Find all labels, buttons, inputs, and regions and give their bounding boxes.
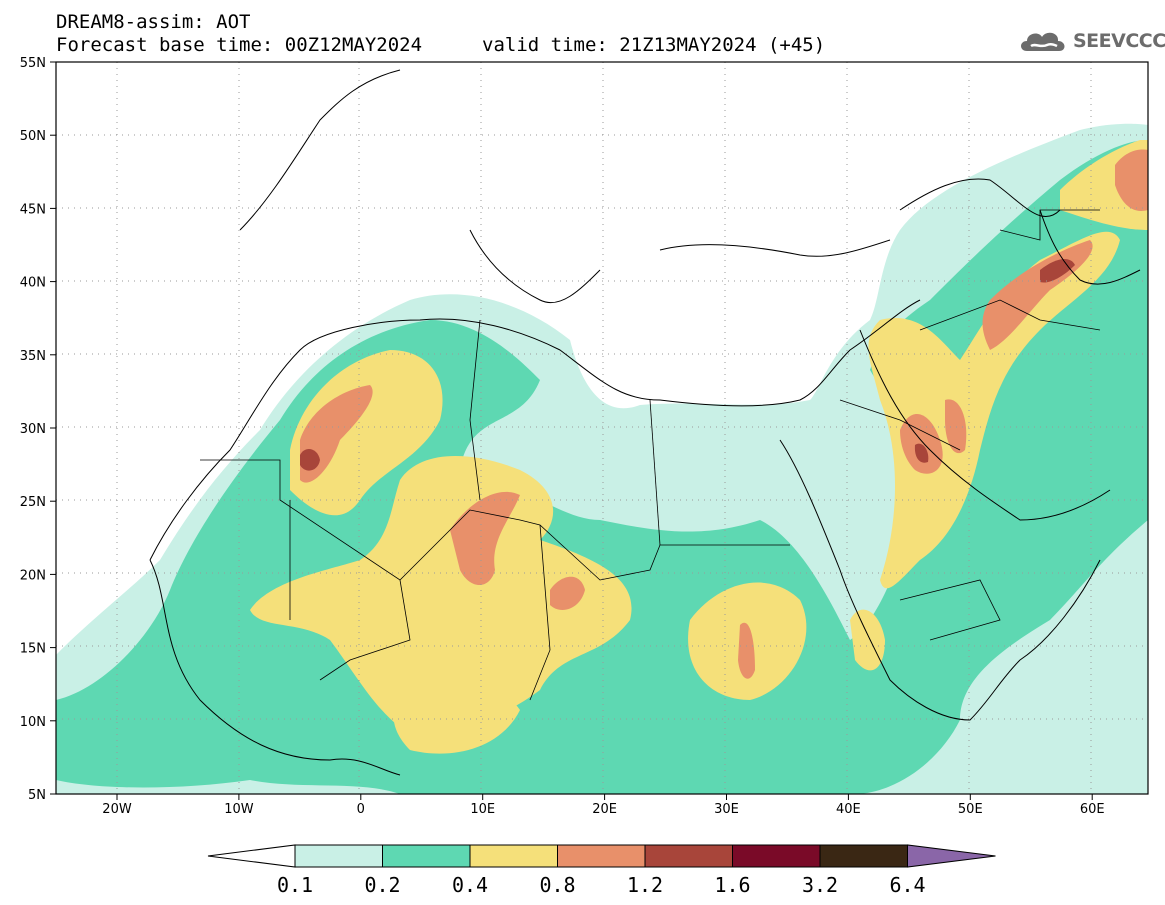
lat-label: 10N xyxy=(20,715,46,730)
colorbar-tick-label: 6.4 xyxy=(889,873,925,897)
lat-label: 30N xyxy=(20,422,46,437)
lon-label: 60E xyxy=(1080,802,1105,817)
colorbar-over-arrow xyxy=(907,844,996,868)
lon-label: 40E xyxy=(836,802,861,817)
colorbar-tick-label: 0.8 xyxy=(539,873,575,897)
lat-label: 40N xyxy=(20,276,46,291)
seevccc-logo: SEEVCCC xyxy=(1017,24,1165,56)
valid-time: valid time: 21Z13MAY2024 (+45) xyxy=(482,34,826,56)
colorbar-tick-label: 1.2 xyxy=(627,873,663,897)
longitude-labels: 20W 10W 0 10E 20E 30E 40E 50E 60E xyxy=(102,794,1105,817)
lon-label: 0 xyxy=(357,802,365,817)
cloud-icon xyxy=(1021,32,1065,51)
lon-label: 20E xyxy=(592,802,617,817)
country-borders xyxy=(200,209,1101,701)
colorbar-tick-label: 1.6 xyxy=(714,873,750,897)
aot-field xyxy=(56,62,1148,794)
colorbar-segment xyxy=(819,844,908,868)
colorbar-tick-label: 0.2 xyxy=(364,873,400,897)
lat-label: 25N xyxy=(20,495,46,510)
lat-label: 50N xyxy=(20,129,46,144)
lon-label: 10E xyxy=(470,802,495,817)
latitude-labels: 55N 50N 45N 40N 35N 30N 25N 20N 15N 10N 5N xyxy=(20,56,56,803)
lat-label: 45N xyxy=(20,202,46,217)
lon-label: 20W xyxy=(102,802,132,817)
lat-label: 15N xyxy=(20,642,46,657)
colorbar-segment xyxy=(644,844,733,868)
colorbar-under-arrow xyxy=(207,844,296,868)
lon-label: 50E xyxy=(958,802,983,817)
lon-label: 10W xyxy=(224,802,254,817)
colorbar-tick-label: 0.1 xyxy=(277,873,313,897)
colorbar-segment xyxy=(382,844,471,868)
graticule xyxy=(56,62,1148,794)
chart-title: DREAM8-assim: AOT xyxy=(56,11,251,33)
colorbar-segment xyxy=(469,844,558,868)
colorbar-segment xyxy=(557,844,646,868)
forecast-base-time: Forecast base time: 00Z12MAY2024 xyxy=(56,34,423,56)
colorbar-segment xyxy=(732,844,821,868)
aot-band-0.8-1.2 xyxy=(300,149,1148,679)
lat-label: 35N xyxy=(20,349,46,364)
coastlines xyxy=(149,69,1141,776)
colorbar-segment xyxy=(294,844,383,868)
lat-label: 55N xyxy=(20,56,46,71)
colorbar-tick-label: 0.4 xyxy=(452,873,488,897)
lat-label: 20N xyxy=(20,568,46,583)
colorbar-tick-label: 3.2 xyxy=(802,873,838,897)
lat-label: 5N xyxy=(28,788,46,803)
lon-label: 30E xyxy=(714,802,739,817)
logo-text: SEEVCCC xyxy=(1073,30,1165,52)
